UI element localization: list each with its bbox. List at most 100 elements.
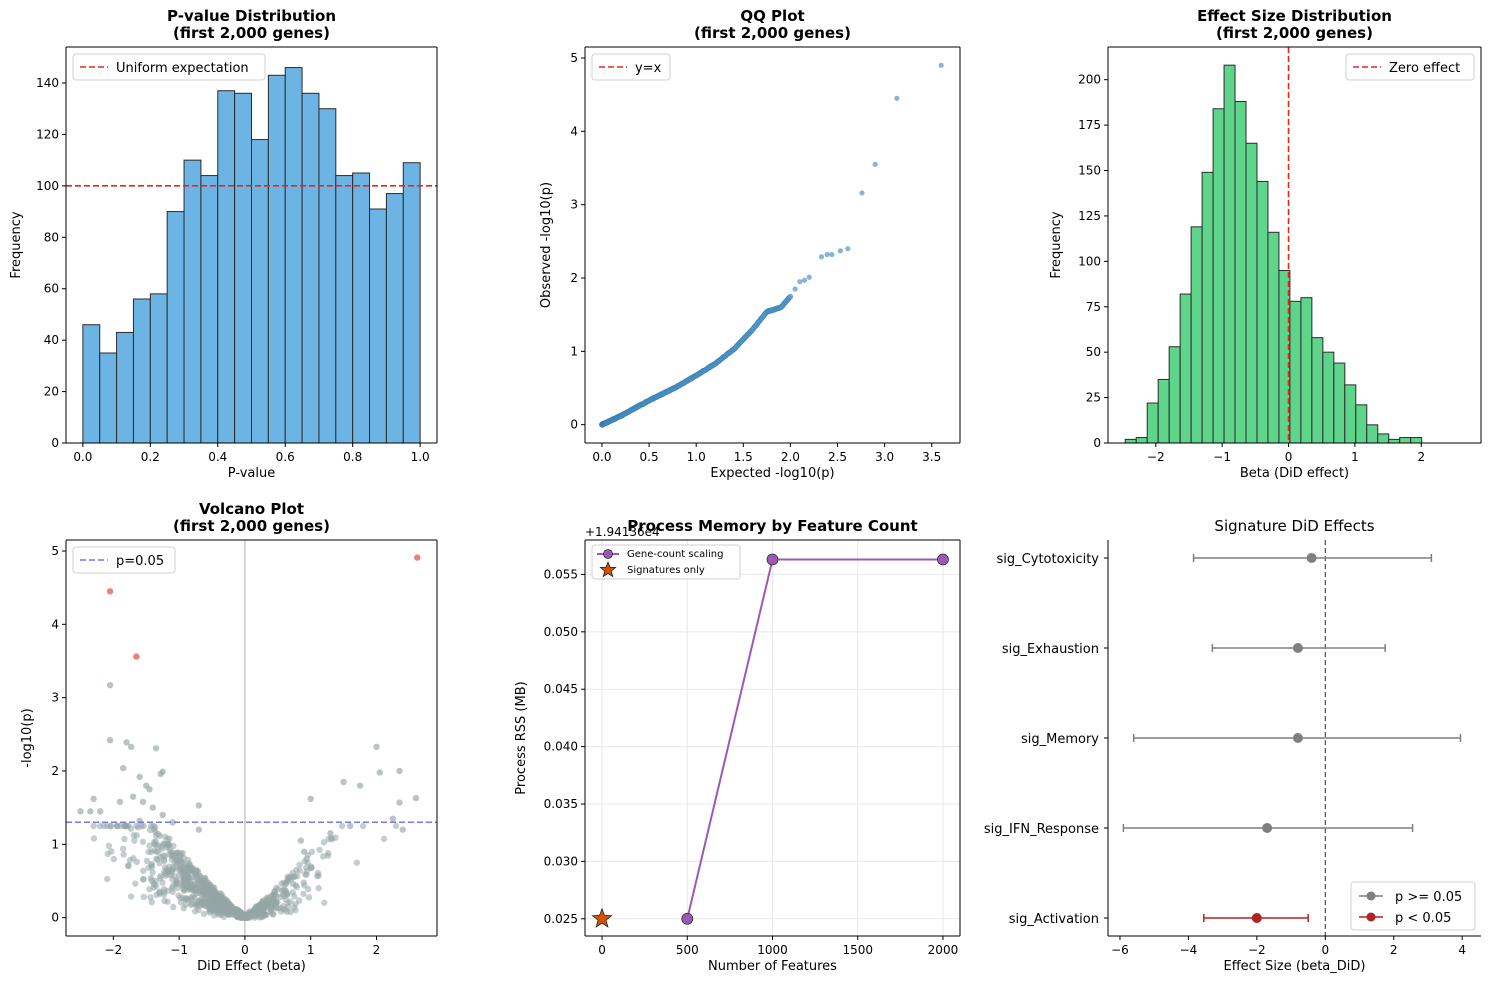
qq-point [801,277,808,283]
gene-point [213,905,221,913]
significant-gene-point [106,588,114,595]
gene-point [303,871,310,878]
gene-point [178,882,185,889]
y-tick-label: 0.050 [544,625,578,639]
legend-swatch-marker [1366,912,1376,922]
gene-point [194,900,202,907]
legend-label: Signatures only [627,565,705,576]
x-tick-label: 0 [241,943,249,957]
y-tick-label: 1 [51,837,59,851]
gene-point [283,889,290,896]
gene-point [150,884,157,891]
gene-point [389,815,397,822]
gene-point [149,869,156,876]
y-tick-label: 20 [44,385,59,399]
gene-point [153,855,160,863]
gene-point [199,901,206,908]
gene-point [287,908,294,916]
gene-point [136,773,143,781]
gene-point [129,793,137,800]
histogram-bar [82,324,101,444]
y-tick-label: 0.035 [544,797,578,811]
gene-point [353,859,361,866]
gene-point [106,682,114,689]
effect-estimate-point [1292,733,1303,743]
y-tick-label: 1 [570,344,578,358]
x-tick-label: −4 [1180,943,1198,957]
y-axis-label: Frequency [1049,211,1064,278]
y-tick-label: 100 [1078,254,1101,268]
chart-title-line: (first 2,000 genes) [694,24,851,42]
gene-point [173,879,181,887]
effect-estimate-point [1292,643,1303,653]
gene-point [262,911,269,918]
gene-point [139,838,147,846]
y-tick-label: 0.040 [544,740,578,754]
chart-title-line: Process Memory by Feature Count [627,517,917,535]
gene-point [186,884,193,891]
histogram-bar [1377,433,1390,444]
x-tick-label: 0 [598,943,606,957]
gene-point [146,842,153,849]
histogram-bar [1234,100,1247,444]
gene-point [284,877,291,884]
gene-point [314,872,321,880]
gene-point [194,868,202,875]
gene-point [151,823,159,831]
gene-point [123,739,130,746]
histogram-bar [1322,351,1335,444]
gene-point [176,867,183,874]
y-tick-label: 50 [1086,345,1101,359]
significant-gene-point [133,653,140,660]
legend-swatch-marker [603,549,613,559]
histogram-bar [1245,142,1258,444]
legend-label: Gene-count scaling [627,549,723,560]
histogram-bar [1223,64,1236,444]
legend-box [591,53,671,81]
chart-title-line: (first 2,000 genes) [173,24,330,42]
gene-point [177,853,184,861]
qq-point [818,254,825,260]
x-tick-label: 3.0 [875,450,894,464]
category-label: sig_Memory [1021,732,1099,747]
y-tick-label: 100 [36,179,59,193]
histogram-bar [1135,437,1148,444]
signatures-only-marker [591,907,613,928]
gene-point [148,898,156,906]
chart-title: Effect Size Distribution (first 2,000 gen… [1197,7,1392,42]
gene-point [164,868,172,875]
histogram-bar [402,162,421,444]
gene-point [131,837,138,844]
gene-point [130,831,137,839]
gene-point [211,912,218,919]
gene-point [201,875,208,882]
x-axis-label: Effect Size (beta_DiD) [1224,959,1366,974]
gene-point [260,901,268,909]
gene-point [204,903,212,910]
x-tick-label: 2 [373,943,381,957]
gene-count-scaling-marker [766,553,779,566]
gene-point [179,859,187,866]
y-tick-label: 200 [1078,73,1101,87]
y-axis-label: -log10(p) [20,708,35,767]
x-axis-label: P-value [228,466,275,481]
gene-point [399,826,406,833]
gene-point [169,866,177,874]
y-tick-label: 125 [1078,209,1101,223]
x-tick-label: 1 [1351,450,1359,464]
gene-point [324,849,332,857]
gene-point [116,798,124,805]
y-tick-label: 175 [1078,118,1101,132]
histogram-bar [1388,438,1401,444]
gene-point [320,839,328,846]
qq-point [797,279,803,285]
histogram-bar [1168,346,1181,444]
y-tick-label: 0 [51,436,59,450]
gene-point [170,842,177,850]
chart-title-line: (first 2,000 genes) [1216,24,1373,42]
histogram-bar [267,74,286,444]
gene-point [289,880,297,888]
y-tick-label: 2 [51,764,59,778]
gene-point [148,863,156,871]
